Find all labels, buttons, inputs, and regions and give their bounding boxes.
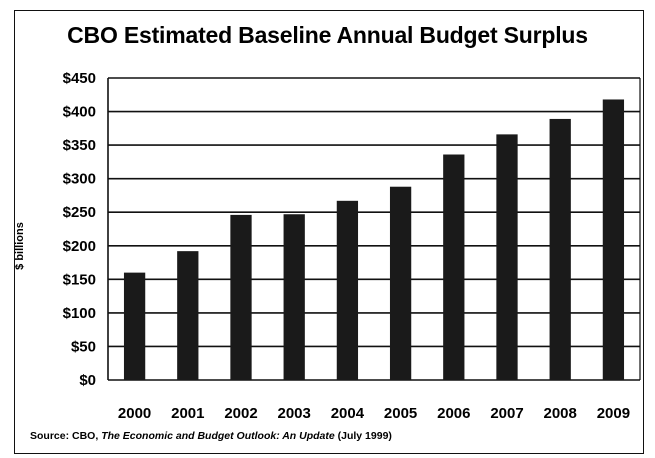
- bar: [389, 186, 412, 380]
- y-tick-label: $150: [63, 271, 96, 288]
- bar: [549, 118, 571, 380]
- x-tick-label: 2002: [224, 405, 257, 422]
- bar: [443, 154, 465, 380]
- y-tick-label: $50: [71, 338, 96, 355]
- y-tick-label: $0: [79, 372, 96, 389]
- bar: [602, 99, 625, 380]
- chart-title: CBO Estimated Baseline Annual Budget Sur…: [67, 22, 588, 48]
- y-tick-label: $250: [63, 204, 96, 221]
- source-suffix: (July 1999): [334, 430, 392, 442]
- x-tick-label: 2006: [437, 405, 470, 422]
- source-title: The Economic and Budget Outlook: An Upda…: [101, 430, 335, 442]
- x-tick-label: 2001: [171, 405, 204, 422]
- x-tick-label: 2005: [384, 405, 417, 422]
- bar: [336, 200, 359, 380]
- y-tick-label: $350: [63, 137, 96, 154]
- y-tick-label: $100: [63, 305, 96, 322]
- x-tick-label: 2007: [490, 405, 523, 422]
- chart-frame: [14, 10, 644, 454]
- x-tick-label: 2009: [597, 405, 630, 422]
- bar: [283, 214, 305, 380]
- x-tick-label: 2000: [118, 405, 151, 422]
- y-tick-label: $300: [63, 171, 96, 188]
- source-prefix: Source: CBO,: [30, 430, 102, 442]
- x-tick-label: 2004: [331, 405, 365, 422]
- y-tick-label: $200: [63, 238, 96, 255]
- x-tick-label: 2008: [544, 405, 577, 422]
- source-note: Source: CBO, The Economic and Budget Out…: [30, 430, 392, 442]
- y-tick-label: $400: [63, 104, 96, 121]
- bar: [177, 251, 199, 380]
- bar: [123, 272, 146, 380]
- x-tick-label: 2003: [278, 405, 311, 422]
- bar: [496, 134, 518, 380]
- y-tick-label: $450: [63, 70, 96, 87]
- bar: [230, 214, 252, 380]
